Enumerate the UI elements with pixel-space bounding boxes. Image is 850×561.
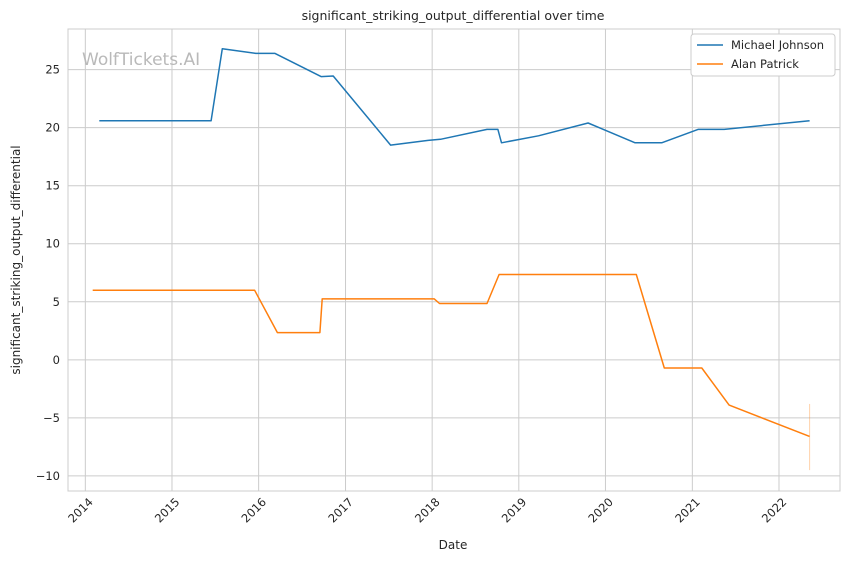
y-tick-label: 20 — [45, 121, 60, 135]
x-tick-label: 2019 — [499, 495, 530, 526]
y-tick-label: −10 — [36, 469, 60, 483]
x-tick-label: 2014 — [65, 495, 96, 526]
watermark-text: WolfTickets.AI — [82, 50, 200, 70]
y-axis-ticks: −10 −5 0 5 10 15 20 25 — [36, 63, 60, 483]
series-line-alan-patrick — [92, 273, 810, 438]
x-axis-label: Date — [439, 538, 468, 552]
legend: Michael Johnson Alan Patrick — [690, 33, 836, 77]
grid-lines — [68, 29, 840, 491]
series-lines — [92, 47, 810, 438]
x-axis-ticks: 2014 2015 2016 2017 2018 2019 2020 2021 2022 — [65, 495, 789, 526]
x-tick-label: 2022 — [759, 495, 790, 526]
x-tick-label: 2015 — [152, 495, 183, 526]
x-tick-label: 2018 — [412, 495, 443, 526]
x-tick-label: 2017 — [325, 495, 356, 526]
x-tick-label: 2020 — [585, 495, 616, 526]
y-tick-label: 0 — [53, 353, 60, 367]
y-axis-label: significant_striking_output_differential — [9, 145, 23, 374]
y-tick-label: 25 — [45, 63, 60, 77]
y-tick-label: −5 — [43, 411, 60, 425]
y-tick-label: 5 — [53, 295, 60, 309]
legend-label-michael-johnson: Michael Johnson — [731, 38, 824, 52]
x-tick-label: 2021 — [672, 495, 703, 526]
y-tick-label: 10 — [45, 237, 60, 251]
legend-box — [690, 33, 836, 77]
plot-area — [67, 28, 841, 492]
series-line-michael-johnson — [99, 47, 810, 146]
y-tick-label: 15 — [45, 179, 60, 193]
legend-label-alan-patrick: Alan Patrick — [731, 57, 799, 71]
chart-title: significant_striking_output_differential… — [302, 8, 605, 23]
x-tick-label: 2016 — [238, 495, 269, 526]
